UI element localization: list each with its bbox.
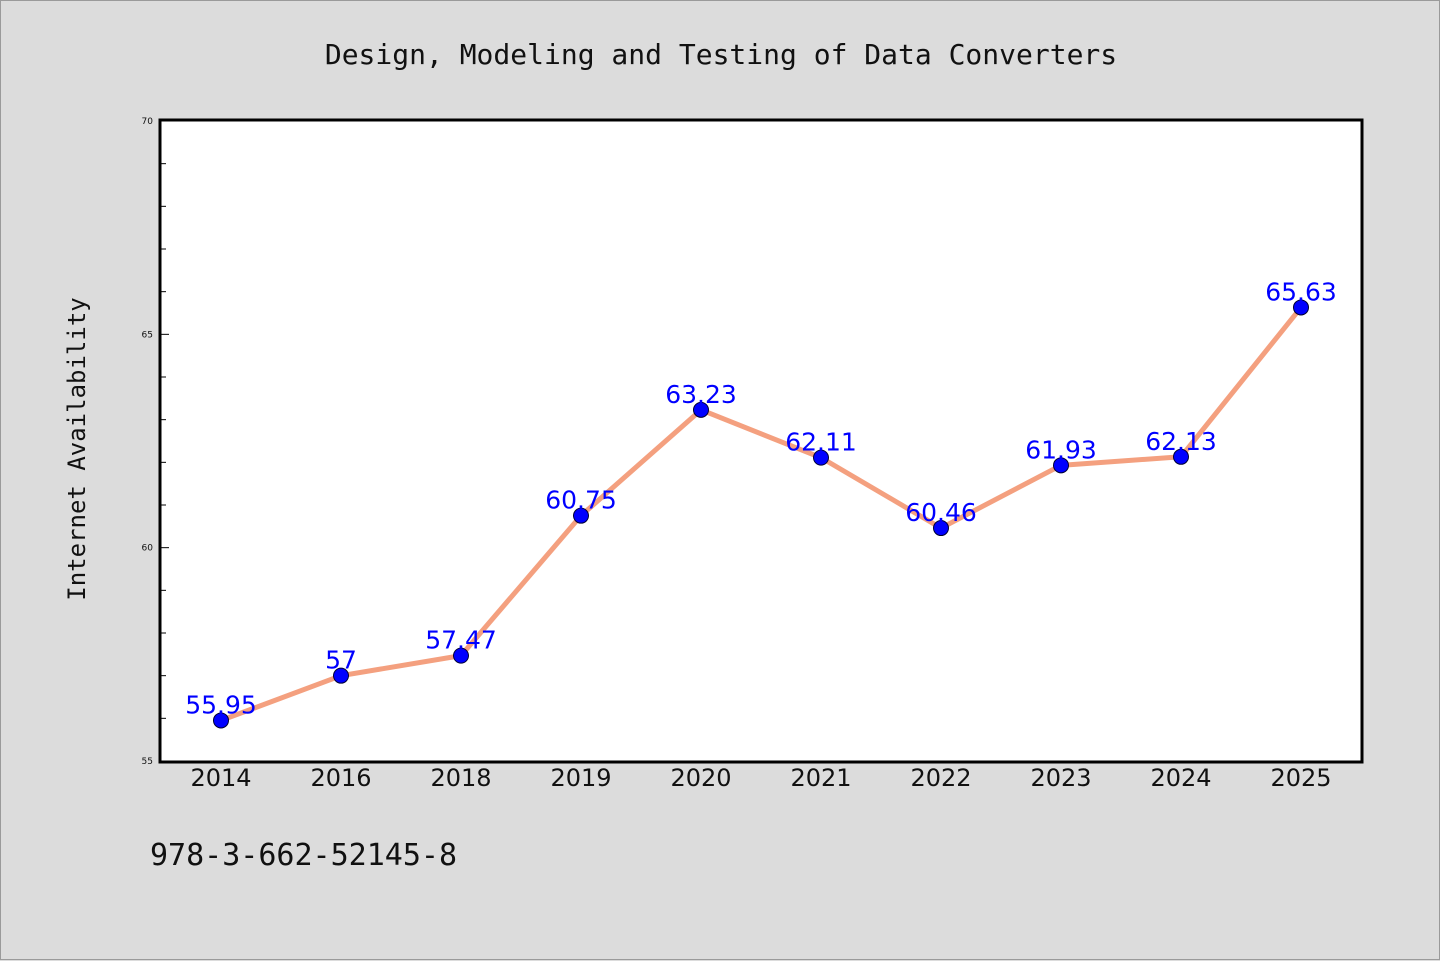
marker-layer	[213, 299, 1309, 729]
x-axis-ticks: 2014 2016 2018 2019 2020 2021 2022 2023 2024 2025	[190, 764, 1331, 792]
chart-title: Design, Modeling and Testing of Data Con…	[325, 38, 1117, 71]
data-label: 60.46	[905, 498, 977, 527]
data-point	[693, 401, 709, 418]
y-axis-label: Internet Availability	[63, 297, 91, 600]
data-label: 65.63	[1265, 277, 1337, 306]
series-line	[220, 305, 1303, 723]
x-tick-label: 2019	[550, 764, 611, 792]
y-axis-ticks: 55 60 65 70	[142, 117, 169, 767]
y-tick-label: 55	[142, 757, 153, 767]
data-label: 63.23	[665, 380, 737, 409]
data-label: 55.95	[185, 690, 257, 719]
plot-area	[158, 118, 1364, 764]
data-label: 62.11	[785, 428, 857, 457]
data-point	[1053, 457, 1069, 474]
series-layer	[220, 305, 1303, 723]
data-label: 62.13	[1145, 427, 1217, 456]
x-tick-label: 2018	[430, 764, 491, 792]
data-point	[1293, 299, 1309, 316]
data-label: 57	[325, 646, 357, 675]
x-tick-label: 2022	[910, 764, 971, 792]
x-tick-label: 2024	[1150, 764, 1211, 792]
data-point	[213, 712, 229, 729]
y-tick-label: 65	[142, 330, 153, 340]
x-tick-label: 2016	[310, 764, 371, 792]
data-point	[933, 520, 949, 537]
data-label: 57.47	[425, 626, 497, 655]
data-label: 60.75	[545, 486, 617, 515]
x-tick-label: 2023	[1030, 764, 1091, 792]
x-tick-label: 2025	[1270, 764, 1331, 792]
data-point	[813, 449, 829, 466]
data-label-layer: 55.95 57 57.47 60.75 63.23 62.11 60.46 61.93 62.…	[185, 277, 1337, 719]
x-tick-label: 2014	[190, 764, 251, 792]
x-tick-label: 2020	[670, 764, 731, 792]
data-label: 61.93	[1025, 435, 1097, 464]
data-point	[573, 507, 589, 524]
x-tick-label: 2021	[790, 764, 851, 792]
data-point	[1173, 448, 1189, 465]
data-point	[453, 647, 469, 664]
data-point	[333, 667, 349, 684]
y-tick-label: 60	[142, 544, 154, 554]
isbn-text: 978-3-662-52145-8	[150, 838, 457, 873]
y-tick-label: 70	[142, 117, 154, 127]
